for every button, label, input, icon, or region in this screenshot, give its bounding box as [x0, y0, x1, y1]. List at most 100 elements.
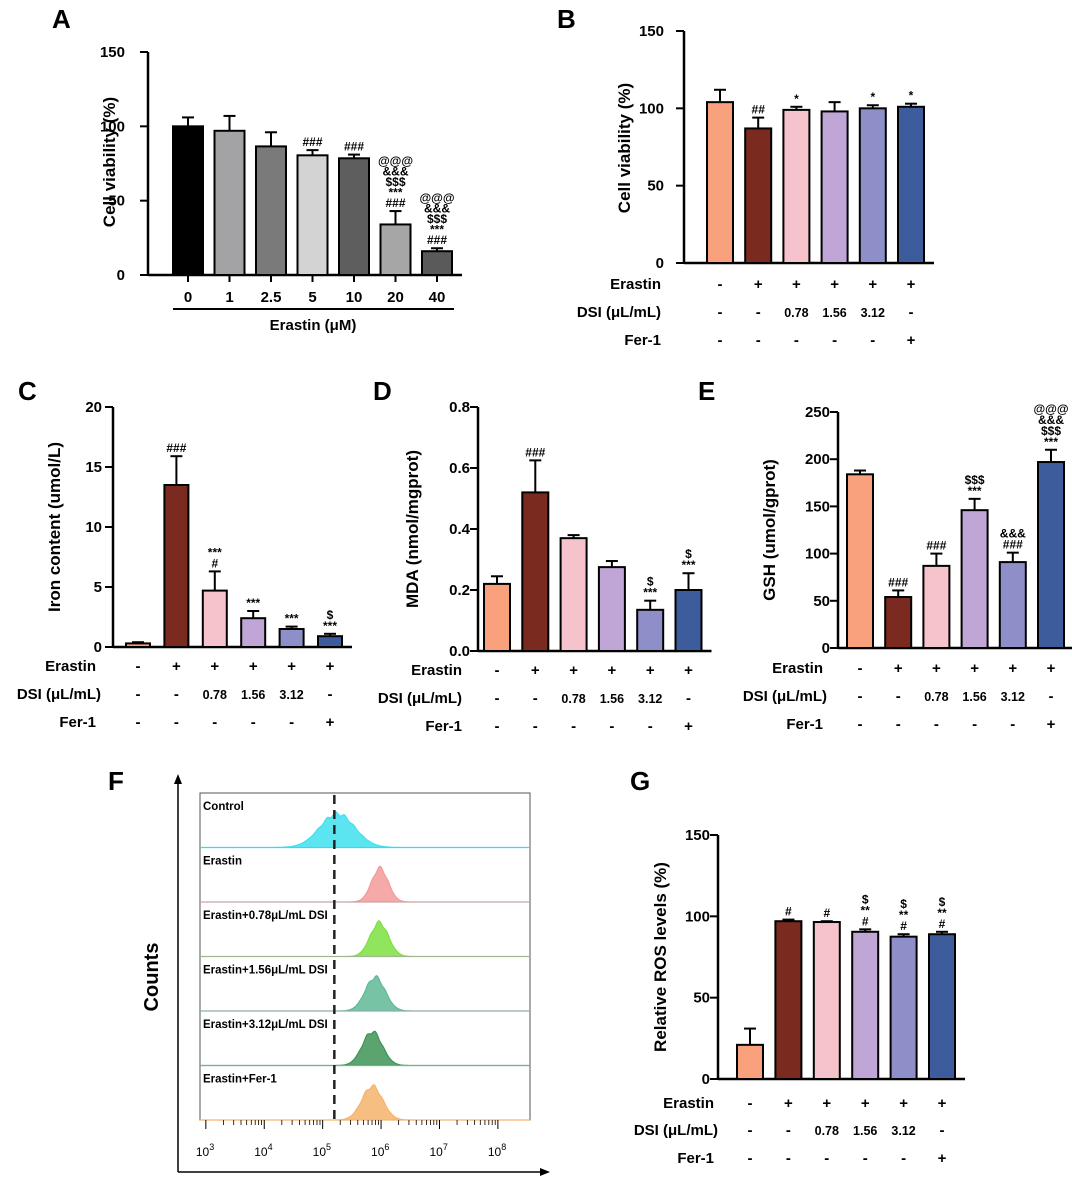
- y-axis-arrow: [174, 774, 182, 784]
- treatment-cell: -: [328, 686, 333, 703]
- significance-marker: ***: [430, 223, 444, 237]
- y-axis-label: Cell viability (%): [615, 83, 634, 213]
- treatment-row-label: DSI (μL/mL): [577, 304, 661, 321]
- treatment-cell: -: [794, 332, 799, 349]
- x-tick-label: 108: [488, 1142, 506, 1159]
- treatment-cell: +: [249, 658, 258, 675]
- treatment-cell: +: [569, 662, 578, 679]
- y-tick-label: 0.6: [449, 460, 470, 477]
- significance-marker: @@@: [1033, 402, 1068, 416]
- histogram-curve: [200, 920, 530, 958]
- treatment-row-label: DSI (μL/mL): [378, 690, 462, 707]
- significance-marker: $: [685, 547, 692, 561]
- treatment-cell: -: [289, 714, 294, 731]
- x-tick-label: 10: [346, 289, 363, 306]
- bar: [744, 127, 773, 264]
- y-tick-label: 0.4: [449, 521, 471, 538]
- x-tick-label: 1: [225, 289, 233, 306]
- significance-marker: ###: [344, 140, 364, 154]
- treatment-cell: 1.56: [962, 690, 986, 704]
- treatment-row-label: Fer-1: [624, 332, 661, 349]
- panel-e-chart: 0 50 100 150 200 250 GSH (umol/gprot) ### ### $$$…: [743, 402, 1072, 733]
- histogram-curve: [200, 1083, 530, 1121]
- x-tick-base: 10: [313, 1145, 327, 1159]
- treatment-cell: +: [938, 1150, 947, 1167]
- treatment-cell: 0.78: [924, 690, 948, 704]
- treatment-cell: +: [1047, 716, 1056, 733]
- treatment-cell: -: [901, 1150, 906, 1167]
- bar: [851, 930, 880, 1081]
- treatment-cell: -: [909, 304, 914, 321]
- bar: [163, 484, 190, 648]
- bar: [820, 110, 849, 264]
- treatment-row-label: DSI (μL/mL): [17, 686, 101, 703]
- x-tick-label: 104: [254, 1142, 272, 1159]
- bar: [597, 566, 626, 652]
- significance-marker: #: [823, 906, 830, 920]
- treatment-cell: +: [899, 1095, 908, 1112]
- x-tick-base: 10: [429, 1145, 443, 1159]
- y-tick-label: 100: [100, 118, 125, 135]
- bar: [521, 491, 550, 652]
- panel-letter-e: E: [698, 376, 715, 406]
- treatment-cell: +: [868, 276, 877, 293]
- histogram-curve: [200, 974, 530, 1012]
- bar: [674, 589, 703, 652]
- bar: [172, 125, 204, 277]
- significance-marker: &&&: [1038, 413, 1064, 427]
- y-tick-label: 0: [702, 1071, 710, 1088]
- treatment-cell: +: [1047, 660, 1056, 677]
- treatment-cell: -: [533, 718, 538, 735]
- panel-b-chart: 0 50 100 150 Cell viability (%) ## * * * Erastin -…: [577, 23, 934, 349]
- treatment-cell: -: [940, 1122, 945, 1139]
- treatment-cell: +: [684, 662, 693, 679]
- significance-marker: $$$: [1041, 424, 1061, 438]
- treatment-cell: -: [495, 718, 500, 735]
- bar: [960, 509, 989, 649]
- treatment-cell: -: [1010, 716, 1015, 733]
- bar: [846, 473, 874, 649]
- significance-marker: ###: [525, 445, 545, 459]
- y-axis-label: GSH (umol/gprot): [760, 459, 779, 601]
- significance-marker: ***: [285, 612, 299, 626]
- treatment-row-label: Erastin: [610, 276, 661, 293]
- y-tick-label: 200: [805, 451, 830, 468]
- treatment-cell: 0.78: [561, 692, 585, 706]
- treatment-cell: -: [756, 332, 761, 349]
- y-axis-label: Cell viability (%): [100, 97, 119, 227]
- treatment-row-label: Erastin: [663, 1095, 714, 1112]
- significance-marker: $: [939, 895, 946, 909]
- treatment-cell: +: [894, 660, 903, 677]
- significance-marker: &&&: [1000, 527, 1026, 541]
- significance-marker: &&&: [383, 165, 409, 179]
- treatment-cell: +: [326, 658, 335, 675]
- treatment-cell: 1.56: [241, 688, 265, 702]
- treatment-cell: -: [251, 714, 256, 731]
- treatment-cell: 1.56: [853, 1124, 877, 1138]
- treatment-cell: -: [495, 662, 500, 679]
- treatment-cell: +: [1008, 660, 1017, 677]
- treatment-cell: +: [822, 1095, 831, 1112]
- significance-marker: ***: [388, 186, 402, 200]
- bar: [706, 101, 734, 264]
- treatment-cell: +: [970, 660, 979, 677]
- x-tick-base: 10: [196, 1145, 210, 1159]
- treatment-cell: -: [756, 304, 761, 321]
- significance-marker: ###: [302, 135, 322, 149]
- x-tick-exponent: 3: [209, 1142, 214, 1152]
- panel-letter-d: D: [373, 376, 392, 406]
- bar: [278, 628, 305, 648]
- treatment-row-label: Erastin: [772, 660, 823, 677]
- histogram-label: Control: [203, 801, 244, 813]
- y-tick-label: 150: [639, 23, 664, 40]
- y-tick-label: 0: [656, 255, 664, 272]
- treatment-cell: -: [136, 714, 141, 731]
- x-tick-label: 20: [387, 289, 404, 306]
- treatment-cell: -: [718, 276, 723, 293]
- treatment-cell: -: [896, 716, 901, 733]
- significance-marker: #: [862, 914, 869, 928]
- y-tick-label: 10: [85, 519, 102, 536]
- bar: [559, 537, 588, 653]
- treatment-cell: +: [326, 714, 335, 731]
